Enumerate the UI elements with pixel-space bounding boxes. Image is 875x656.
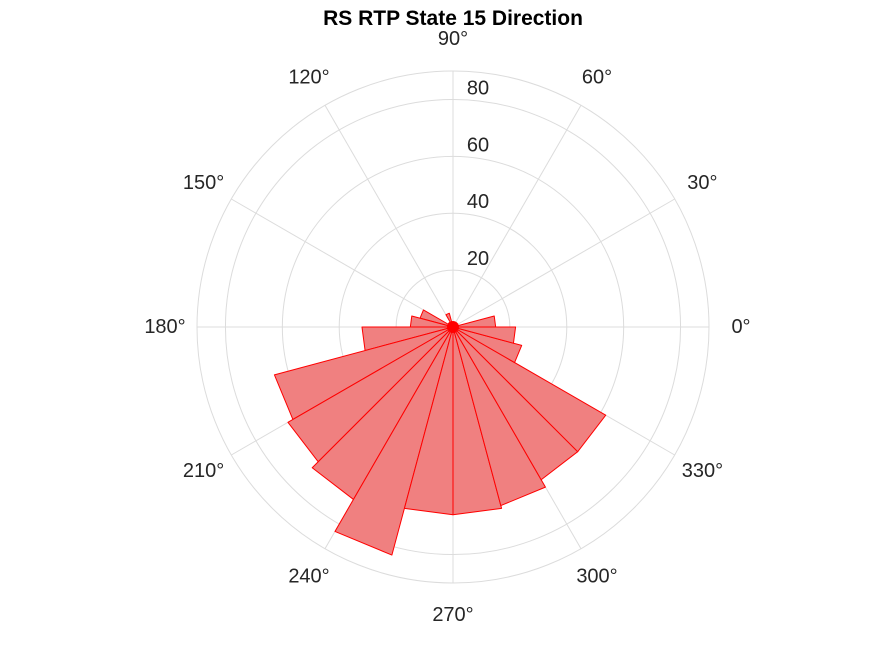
theta-tick-label: 300° (576, 565, 617, 587)
r-tick-label: 20 (467, 248, 489, 270)
grid-spoke (231, 198, 454, 328)
theta-tick-label: 240° (288, 565, 329, 587)
grid-spoke (324, 105, 454, 328)
grid-spoke (452, 105, 582, 328)
r-tick-label: 40 (467, 191, 489, 213)
theta-tick-label: 330° (682, 460, 723, 482)
theta-tick-label: 0° (731, 316, 750, 338)
theta-tick-label: 210° (183, 460, 224, 482)
grid-spoke (452, 198, 675, 328)
r-tick-label: 60 (467, 134, 489, 156)
theta-tick-label: 30° (687, 172, 717, 194)
histogram-bar (452, 326, 607, 453)
center-dot (447, 321, 459, 333)
tick-labels: 0° 30° 60° 90° 120° 150° 180° 210° 240° 270° 300° 3… (144, 28, 750, 626)
theta-tick-label: 150° (183, 172, 224, 194)
theta-tick-label: 270° (432, 604, 473, 626)
outer-ring (196, 70, 710, 584)
histogram-bar (452, 326, 517, 344)
center-marker (447, 321, 459, 333)
histogram-bars (273, 309, 607, 556)
r-tick-label: 80 (467, 77, 489, 99)
grid-ring (224, 98, 682, 556)
theta-tick-label: 60° (582, 67, 612, 89)
theta-tick-label: 180° (144, 316, 185, 338)
theta-tick-label: 120° (288, 67, 329, 89)
histogram-bar (452, 315, 497, 328)
chart-title: RS RTP State 15 Direction (323, 7, 583, 30)
theta-tick-label: 90° (438, 28, 468, 50)
